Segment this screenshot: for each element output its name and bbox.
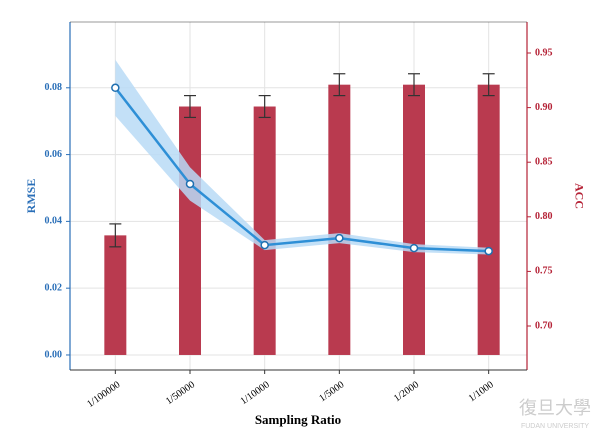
x-tick-label: 1/100000	[85, 379, 122, 410]
point	[260, 240, 269, 250]
x-tick-label: 1/5000	[317, 379, 346, 404]
bar	[179, 106, 201, 355]
point	[335, 233, 344, 243]
point	[185, 179, 195, 189]
line	[114, 87, 489, 253]
y2-tick-label: 0.70	[535, 320, 553, 331]
y-axis-label: RMSE	[24, 179, 38, 214]
x-tick-label: 1/50000	[164, 379, 197, 407]
bar	[477, 84, 500, 355]
y2-tick-label: 0.75	[535, 266, 553, 277]
y2-tick-label: 0.95	[535, 47, 553, 58]
bar	[104, 235, 127, 355]
x-tick-label: 1/10000	[239, 379, 272, 407]
bar	[253, 106, 276, 355]
y-tick-label: 0.06	[45, 149, 63, 160]
y2-tick-label: 0.80	[535, 211, 553, 222]
y-tick-label: 0.08	[45, 82, 63, 93]
y2-tick-label: 0.90	[535, 102, 553, 113]
x-axis-label: Sampling Ratio	[255, 412, 341, 427]
y2-axis-label: ACC	[572, 183, 586, 209]
y2-tick-label: 0.85	[535, 157, 553, 168]
point	[484, 246, 493, 256]
y-tick-label: 0.02	[45, 282, 63, 293]
bar	[403, 84, 425, 355]
point	[409, 243, 419, 253]
point	[111, 83, 120, 93]
x-tick-label: 1/1000	[467, 379, 496, 404]
watermark: FUDAN UNIVERSITY	[521, 423, 589, 430]
confidence-band	[115, 59, 489, 255]
x-tick-label: 1/2000	[392, 379, 421, 404]
y-tick-label: 0.00	[45, 349, 63, 360]
watermark: 復旦大學	[519, 398, 591, 418]
bar	[328, 84, 351, 355]
y-tick-label: 0.04	[45, 216, 63, 227]
